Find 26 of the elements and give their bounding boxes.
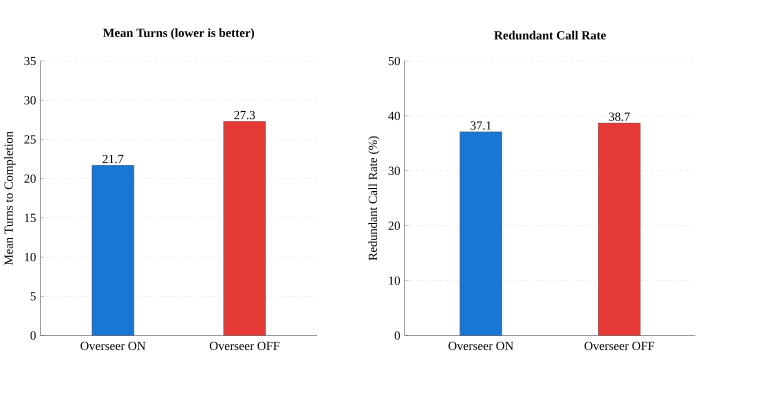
y-tick-label: 40 xyxy=(388,112,400,120)
data-label: 27.3 xyxy=(234,111,255,120)
data-label: 21.7 xyxy=(102,155,124,164)
y-tick-label: 35 xyxy=(24,57,36,66)
x-tick-label: Overseer OFF xyxy=(210,342,280,350)
y-tick-label: 0 xyxy=(394,332,400,340)
x-tick-label: Overseer ON xyxy=(80,342,146,350)
y-tick-label: 25 xyxy=(24,136,36,144)
x-tick-label: Overseer ON xyxy=(448,342,514,350)
y-tick-label: 50 xyxy=(388,57,400,66)
y-tick-label: 0 xyxy=(30,332,36,340)
y-tick-label: 10 xyxy=(389,276,400,286)
y-tick-label: 30 xyxy=(388,166,400,176)
y-tick-label: 15 xyxy=(24,214,36,222)
chart-title: Redundant Call Rate xyxy=(494,31,606,40)
data-label: 38.7 xyxy=(609,112,630,122)
y-tick-label: 30 xyxy=(24,96,36,105)
chart-title: Mean Turns (lower is better) xyxy=(103,28,254,40)
x-tick-label: Overseer OFF xyxy=(584,342,654,350)
y-tick-label: 5 xyxy=(30,292,36,301)
y-tick-label: 20 xyxy=(24,174,36,184)
data-label: 37.1 xyxy=(470,122,491,130)
y-tick-label: 10 xyxy=(24,253,36,262)
y-axis-title: Redundant Call Rate (%) xyxy=(368,136,380,261)
y-tick-label: 20 xyxy=(388,222,400,230)
y-axis-title: Mean Turns to Completion xyxy=(4,132,16,266)
